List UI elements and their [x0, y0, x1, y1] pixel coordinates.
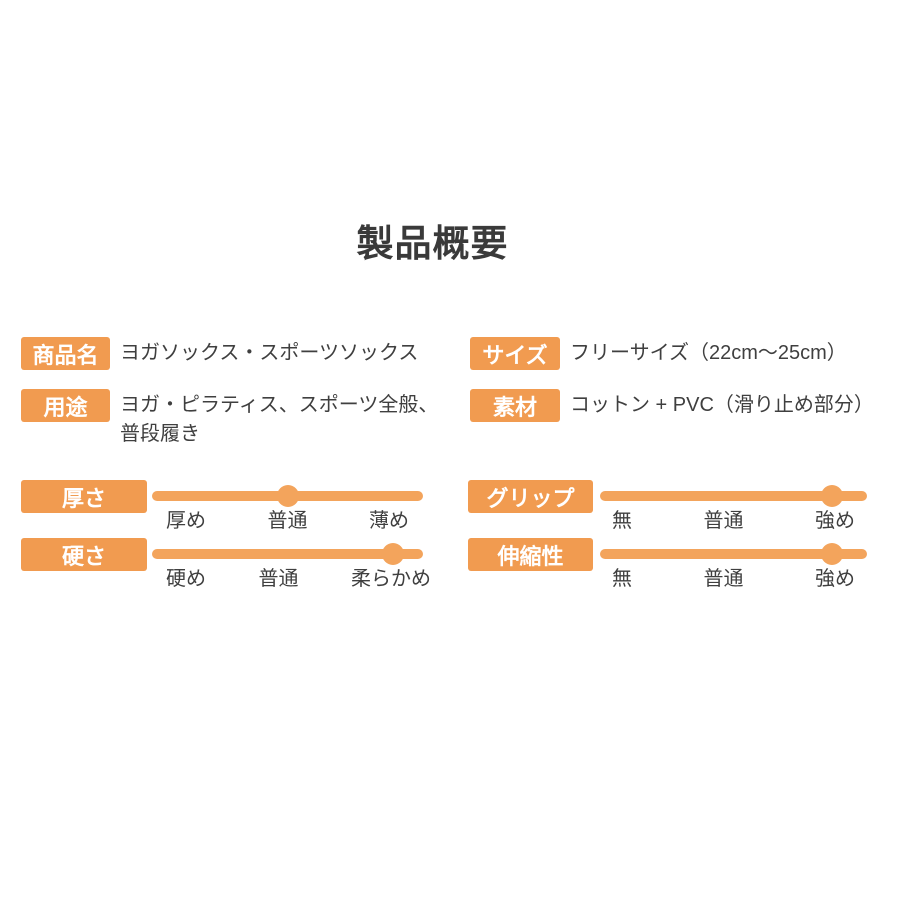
- product-name-label-badge: 商品名: [21, 337, 110, 370]
- size-label-badge: サイズ: [470, 337, 560, 370]
- grip-scale-middle: 普通: [703, 510, 744, 532]
- grip-scale-left: 無: [612, 510, 632, 532]
- elasticity-scale-right: 強め: [815, 568, 855, 590]
- thickness-slider-thumb: [276, 485, 299, 507]
- elasticity-slider-thumb: [821, 543, 844, 565]
- usage-value-line-1: ヨガ・ピラティス、スポーツ全般、: [120, 394, 439, 416]
- grip-scale-labels: 無 普通 強め: [600, 508, 867, 534]
- material-label-badge: 素材: [470, 389, 560, 422]
- grip-slider-thumb: [821, 485, 844, 507]
- product-name-value: ヨガソックス・スポーツソックス: [120, 342, 419, 364]
- elasticity-scale-middle: 普通: [703, 568, 744, 590]
- elasticity-scale-labels: 無 普通 強め: [600, 566, 867, 592]
- thickness-label-badge: 厚さ: [21, 480, 147, 513]
- size-value: フリーサイズ（22cm〜25cm）: [570, 342, 847, 364]
- usage-label-badge: 用途: [21, 389, 110, 422]
- thickness-slider-track: [152, 485, 423, 507]
- hardness-scale-left: 硬め: [166, 568, 206, 590]
- hardness-scale-middle: 普通: [258, 568, 299, 590]
- grip-label-badge: グリップ: [468, 480, 593, 513]
- thickness-scale-right: 薄め: [369, 510, 409, 532]
- elasticity-scale-left: 無: [612, 568, 632, 590]
- hardness-slider-thumb: [382, 543, 405, 565]
- hardness-slider-track: [152, 543, 423, 565]
- hardness-scale-labels: 硬め 普通 柔らかめ: [152, 566, 431, 592]
- grip-slider-track: [600, 485, 867, 507]
- elasticity-slider-track: [600, 543, 867, 565]
- usage-value: ヨガ・ピラティス、スポーツ全般、 普段履き: [120, 391, 438, 449]
- usage-value-line-2: 普段履き: [120, 423, 200, 445]
- material-value: コットン + PVC（滑り止め部分）: [570, 394, 874, 416]
- hardness-scale-right: 柔らかめ: [351, 568, 431, 590]
- thickness-scale-left: 厚め: [166, 510, 206, 532]
- thickness-scale-middle: 普通: [267, 510, 308, 532]
- thickness-scale-labels: 厚め 普通 薄め: [152, 508, 423, 534]
- page-title: 製品概要: [356, 223, 509, 264]
- hardness-label-badge: 硬さ: [21, 538, 147, 571]
- grip-scale-right: 強め: [815, 510, 855, 532]
- elasticity-label-badge: 伸縮性: [468, 538, 593, 571]
